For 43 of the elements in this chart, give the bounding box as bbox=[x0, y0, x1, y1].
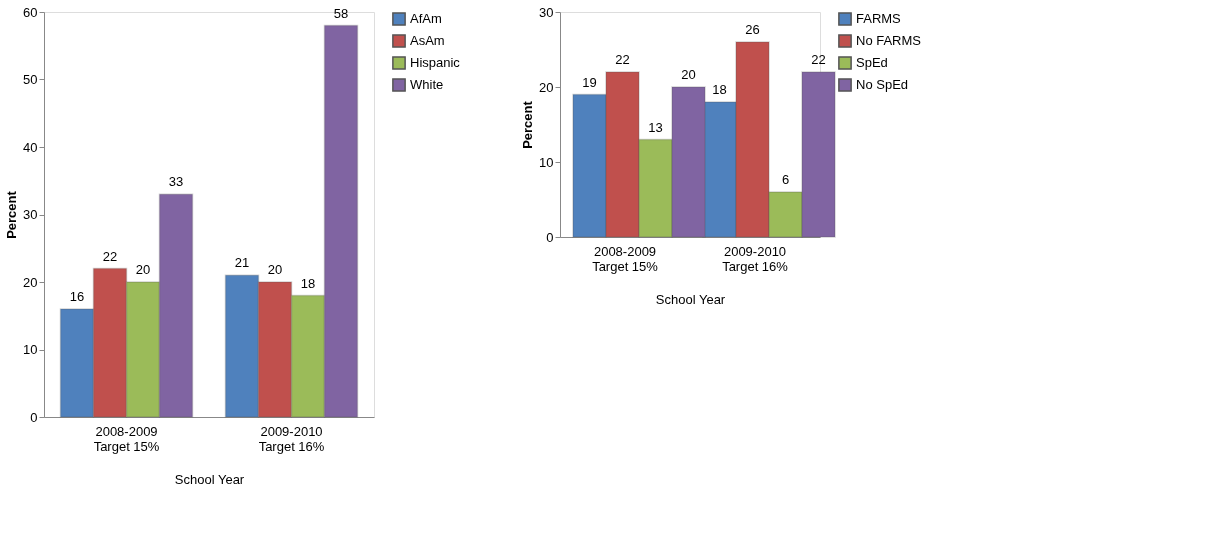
data-label: 22 bbox=[102, 248, 118, 264]
data-label: 20 bbox=[681, 67, 696, 82]
legend-label: SpEd bbox=[856, 55, 888, 70]
data-label: 18 bbox=[712, 82, 727, 97]
legend-label: FARMS bbox=[856, 11, 902, 26]
data-label: 33 bbox=[168, 174, 184, 190]
legend-label: White bbox=[410, 77, 444, 92]
legend-label: No FARMS bbox=[856, 33, 922, 48]
data-label: 18 bbox=[300, 275, 316, 291]
data-label: 6 bbox=[781, 172, 790, 187]
y-axis-title: Percent bbox=[520, 100, 536, 149]
x-axis-title: School Year bbox=[655, 291, 726, 307]
y-tick-label: 10 bbox=[539, 154, 554, 170]
data-label: 26 bbox=[745, 22, 760, 37]
y-tick-label: 10 bbox=[23, 342, 38, 357]
data-label: 19 bbox=[582, 74, 597, 90]
y-tick-label: 40 bbox=[23, 139, 38, 155]
data-label: 22 bbox=[811, 52, 826, 67]
legend-label: Hispanic bbox=[410, 55, 461, 70]
legend-label: AfAm bbox=[410, 11, 442, 26]
data-label: 20 bbox=[267, 262, 283, 277]
data-label: 16 bbox=[69, 289, 85, 304]
x-axis-title: School Year bbox=[174, 471, 245, 487]
y-tick-label: 50 bbox=[23, 72, 38, 87]
y-tick-label: 60 bbox=[23, 4, 38, 20]
data-label: 21 bbox=[234, 255, 250, 271]
y-tick-label: 0 bbox=[546, 229, 554, 245]
y-axis-title: Percent bbox=[4, 190, 20, 239]
x-tick-label: 2008-2009 Target 15% bbox=[592, 243, 659, 274]
x-tick-label: 2008-2009 Target 15% bbox=[93, 423, 160, 454]
y-tick-label: 30 bbox=[539, 4, 554, 20]
data-label: 58 bbox=[333, 5, 349, 21]
data-label: 20 bbox=[135, 262, 151, 277]
y-tick-label: 0 bbox=[30, 409, 38, 425]
y-tick-label: 20 bbox=[539, 79, 554, 95]
data-label: 13 bbox=[648, 119, 663, 135]
x-tick-label: 2009-2010 Target 16% bbox=[258, 423, 325, 454]
x-tick-label: 2009-2010 Target 16% bbox=[722, 243, 789, 274]
legend-label: No SpEd bbox=[856, 77, 909, 92]
legend-label: AsAm bbox=[410, 33, 445, 48]
data-label: 22 bbox=[615, 52, 630, 67]
y-tick-label: 30 bbox=[23, 207, 38, 222]
y-tick-label: 20 bbox=[23, 274, 38, 290]
